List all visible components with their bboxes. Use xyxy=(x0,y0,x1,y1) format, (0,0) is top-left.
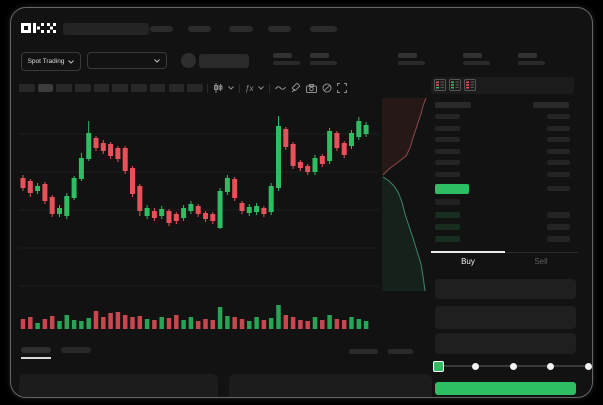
book-split-view-icon[interactable] xyxy=(434,79,446,91)
book-column-header-left xyxy=(435,102,471,108)
slider-stop[interactable] xyxy=(509,362,517,370)
ask-row-price[interactable] xyxy=(435,160,460,166)
account-button[interactable] xyxy=(199,54,249,68)
bid-row-price[interactable] xyxy=(435,199,460,205)
ticker-stat-label xyxy=(310,53,329,58)
nav-item[interactable] xyxy=(268,26,291,32)
book-bids-view-icon[interactable] xyxy=(449,79,461,91)
order-amount-field[interactable] xyxy=(435,306,576,329)
ask-row-price[interactable] xyxy=(435,125,460,131)
candlestick-chart[interactable] xyxy=(19,96,379,334)
timeframe-button[interactable] xyxy=(187,84,203,92)
bid-row-price[interactable] xyxy=(435,211,460,218)
orders-filter-1[interactable] xyxy=(349,349,378,354)
order-price-field[interactable] xyxy=(435,279,576,299)
chevron-down-icon xyxy=(68,59,75,64)
orders-filter-2[interactable] xyxy=(388,349,413,354)
tab-sell[interactable]: Sell xyxy=(534,257,548,266)
ticker-stat-value xyxy=(310,60,337,65)
book-asks-view-icon[interactable] xyxy=(464,79,476,91)
ticker-stat-label xyxy=(463,53,482,58)
ticker-stat xyxy=(398,53,425,65)
draw-tool-icon[interactable] xyxy=(291,83,301,93)
chevron-down-icon[interactable] xyxy=(228,86,234,90)
camera-icon[interactable] xyxy=(306,83,318,93)
timeframe-button[interactable] xyxy=(93,84,110,92)
active-tab-indicator xyxy=(431,251,505,253)
chevron-down-icon[interactable] xyxy=(258,86,265,90)
orders-table-right xyxy=(229,374,432,397)
bid-row-price[interactable] xyxy=(435,223,460,230)
bid-row-amount xyxy=(547,211,570,218)
market-type-selector[interactable]: Spot Trading xyxy=(21,52,81,71)
timeframe-button[interactable] xyxy=(168,84,184,92)
pair-selector[interactable] xyxy=(87,52,167,69)
bid-row-amount xyxy=(547,223,570,230)
ticker-stat-value xyxy=(518,60,545,65)
bid-row-price[interactable] xyxy=(435,235,460,242)
timeframe-button[interactable] xyxy=(149,84,166,92)
nav-item[interactable] xyxy=(310,26,337,32)
ask-row-amount xyxy=(547,172,570,177)
ticker-stat xyxy=(518,53,545,65)
fullscreen-icon[interactable] xyxy=(337,83,348,93)
ticker-stat xyxy=(310,53,337,65)
bid-row-amount xyxy=(547,235,570,242)
timeframe-button[interactable] xyxy=(56,84,72,92)
buy-submit-button[interactable] xyxy=(435,382,576,395)
book-column-header-right xyxy=(533,102,569,108)
timeframe-button[interactable] xyxy=(75,84,91,92)
timeframe-button[interactable] xyxy=(131,84,147,92)
depth-chart[interactable] xyxy=(379,96,433,296)
market-type-label: Spot Trading xyxy=(27,58,65,65)
search-input[interactable] xyxy=(63,23,149,35)
ask-row-amount xyxy=(547,137,570,143)
timeframe-button[interactable] xyxy=(19,84,35,92)
ticker-stat xyxy=(463,53,490,65)
nav-item[interactable] xyxy=(229,26,253,32)
nav-item[interactable] xyxy=(188,26,211,32)
hide-drawings-icon[interactable] xyxy=(322,83,332,93)
ticker-stat-value xyxy=(273,60,300,65)
ticker-stat-label xyxy=(398,53,417,58)
ask-row-price[interactable] xyxy=(435,148,460,154)
ask-row-price[interactable] xyxy=(435,114,460,119)
candle-style-icon[interactable] xyxy=(213,83,223,93)
timeframe-button[interactable] xyxy=(112,84,128,92)
ticker-stat xyxy=(273,53,300,65)
slider-stop[interactable] xyxy=(584,362,592,370)
timeframe-row xyxy=(19,84,203,92)
orders-tab-history[interactable] xyxy=(61,347,91,353)
ticker-stat-value xyxy=(463,60,490,65)
ticker-stat-value xyxy=(398,60,425,65)
avatar[interactable] xyxy=(181,53,196,68)
orders-tab-active[interactable] xyxy=(21,347,51,353)
ask-row-amount xyxy=(547,160,570,166)
amount-slider-handle[interactable] xyxy=(433,361,444,372)
tab-buy[interactable]: Buy xyxy=(461,257,475,266)
chart-toolbar-icons: ƒx xyxy=(207,82,348,94)
ask-row-price[interactable] xyxy=(435,137,460,143)
ask-row-amount xyxy=(547,148,570,154)
ticker-stat-label xyxy=(518,53,537,58)
slider-stop[interactable] xyxy=(472,362,479,370)
ask-row-amount xyxy=(547,125,570,131)
okx-logo xyxy=(21,23,56,33)
nav-item[interactable] xyxy=(150,26,173,32)
orders-tab-active-underline xyxy=(21,357,51,359)
chevron-down-icon xyxy=(154,58,160,63)
ask-row-price[interactable] xyxy=(435,172,460,177)
orderbook-header-bar xyxy=(431,77,574,94)
line-tool-icon[interactable] xyxy=(275,84,287,92)
timeframe-button[interactable] xyxy=(37,84,54,92)
slider-stop[interactable] xyxy=(547,362,554,370)
last-price-badge[interactable] xyxy=(435,184,469,194)
orders-table-left xyxy=(19,374,218,397)
ask-row-amount xyxy=(547,114,570,119)
order-total-field[interactable] xyxy=(435,333,576,354)
ticker-stat-label xyxy=(273,53,292,58)
app-window: Spot Trading ƒx xyxy=(10,7,593,398)
indicators-icon[interactable]: ƒx xyxy=(245,83,254,93)
last-price-right-bar xyxy=(547,186,570,191)
